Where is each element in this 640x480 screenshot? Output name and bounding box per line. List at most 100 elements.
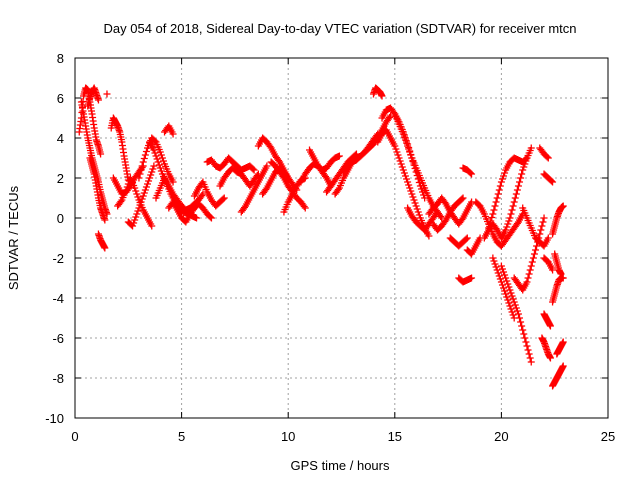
data-point bbox=[510, 198, 518, 206]
data-point bbox=[500, 268, 508, 276]
series-arc-48 bbox=[540, 170, 557, 186]
data-points bbox=[75, 84, 567, 390]
series-arc-49 bbox=[540, 254, 557, 274]
data-point bbox=[124, 180, 132, 188]
data-point bbox=[503, 293, 511, 301]
data-point bbox=[520, 330, 528, 338]
data-point bbox=[401, 136, 409, 144]
data-point bbox=[520, 163, 528, 171]
data-point bbox=[559, 274, 567, 282]
data-point bbox=[509, 202, 517, 210]
data-point bbox=[156, 164, 164, 172]
data-point bbox=[489, 210, 497, 218]
data-point bbox=[538, 222, 546, 230]
data-point bbox=[459, 194, 467, 202]
data-point bbox=[143, 180, 151, 188]
data-point bbox=[498, 175, 506, 183]
data-point bbox=[157, 167, 165, 175]
data-point bbox=[155, 161, 163, 169]
data-point bbox=[494, 269, 502, 277]
data-point bbox=[137, 166, 145, 174]
data-point bbox=[415, 211, 423, 219]
series-arc-43 bbox=[489, 254, 518, 322]
data-point bbox=[493, 194, 501, 202]
data-point bbox=[492, 263, 500, 271]
data-point bbox=[409, 193, 417, 201]
data-point bbox=[544, 234, 552, 242]
series-arc-16 bbox=[190, 178, 228, 210]
series-arc-33 bbox=[404, 204, 441, 234]
data-point bbox=[514, 182, 522, 190]
series-arc-07 bbox=[107, 114, 132, 184]
data-point bbox=[411, 199, 419, 207]
series-arc-05 bbox=[94, 230, 109, 252]
data-point bbox=[198, 192, 206, 199]
data-point bbox=[516, 314, 524, 322]
x-tick-label: 20 bbox=[494, 429, 508, 444]
data-point bbox=[147, 171, 155, 179]
data-point bbox=[511, 194, 519, 202]
data-point bbox=[498, 281, 506, 289]
data-point bbox=[546, 322, 554, 330]
data-point bbox=[146, 174, 154, 182]
data-point bbox=[507, 305, 515, 313]
x-tick-label: 0 bbox=[71, 429, 78, 444]
data-point bbox=[394, 151, 402, 159]
data-point bbox=[393, 148, 401, 156]
data-point bbox=[559, 202, 567, 210]
series-arc-50 bbox=[538, 334, 554, 362]
x-tick-label: 10 bbox=[281, 429, 295, 444]
data-point bbox=[508, 292, 516, 300]
data-point bbox=[500, 284, 508, 292]
data-point bbox=[97, 150, 105, 158]
data-point bbox=[135, 174, 143, 182]
data-point bbox=[528, 258, 536, 266]
data-point bbox=[145, 177, 153, 185]
data-point bbox=[517, 318, 525, 326]
series-arc-25 bbox=[306, 146, 335, 190]
data-point bbox=[403, 175, 411, 183]
data-point bbox=[543, 153, 551, 161]
data-point bbox=[463, 234, 471, 242]
series-arc-37 bbox=[455, 274, 476, 286]
series-arc-29 bbox=[369, 84, 386, 100]
data-point bbox=[133, 190, 141, 198]
series-arc-14 bbox=[161, 122, 177, 138]
series-arc-55 bbox=[549, 202, 567, 238]
y-tick-label: -8 bbox=[52, 371, 64, 386]
plot-frame bbox=[74, 57, 609, 419]
data-point bbox=[495, 272, 503, 280]
series-arc-53 bbox=[549, 274, 567, 306]
data-point bbox=[406, 148, 414, 156]
data-point bbox=[493, 266, 501, 274]
data-point bbox=[485, 224, 493, 232]
data-point bbox=[154, 158, 162, 166]
data-point bbox=[140, 155, 148, 162]
data-point bbox=[153, 155, 161, 163]
data-point bbox=[131, 216, 139, 224]
data-point bbox=[532, 246, 540, 254]
data-point bbox=[133, 210, 141, 218]
data-point bbox=[533, 242, 541, 250]
data-point bbox=[506, 302, 514, 310]
data-point bbox=[206, 213, 214, 221]
data-point bbox=[530, 250, 538, 258]
data-point bbox=[522, 155, 530, 163]
data-point bbox=[219, 195, 227, 203]
data-point bbox=[494, 190, 502, 198]
data-point bbox=[129, 222, 137, 230]
data-point bbox=[495, 186, 503, 194]
data-point bbox=[491, 260, 499, 268]
data-point bbox=[512, 304, 520, 312]
data-point bbox=[523, 154, 531, 162]
data-point bbox=[407, 151, 415, 159]
series-arc-32 bbox=[391, 110, 446, 222]
series-arc-36 bbox=[446, 234, 471, 250]
data-point bbox=[523, 342, 531, 350]
grid-lines bbox=[75, 58, 608, 418]
data-point bbox=[503, 277, 511, 285]
series-arc-44 bbox=[497, 262, 535, 366]
data-point bbox=[149, 165, 157, 173]
data-point bbox=[507, 289, 515, 297]
